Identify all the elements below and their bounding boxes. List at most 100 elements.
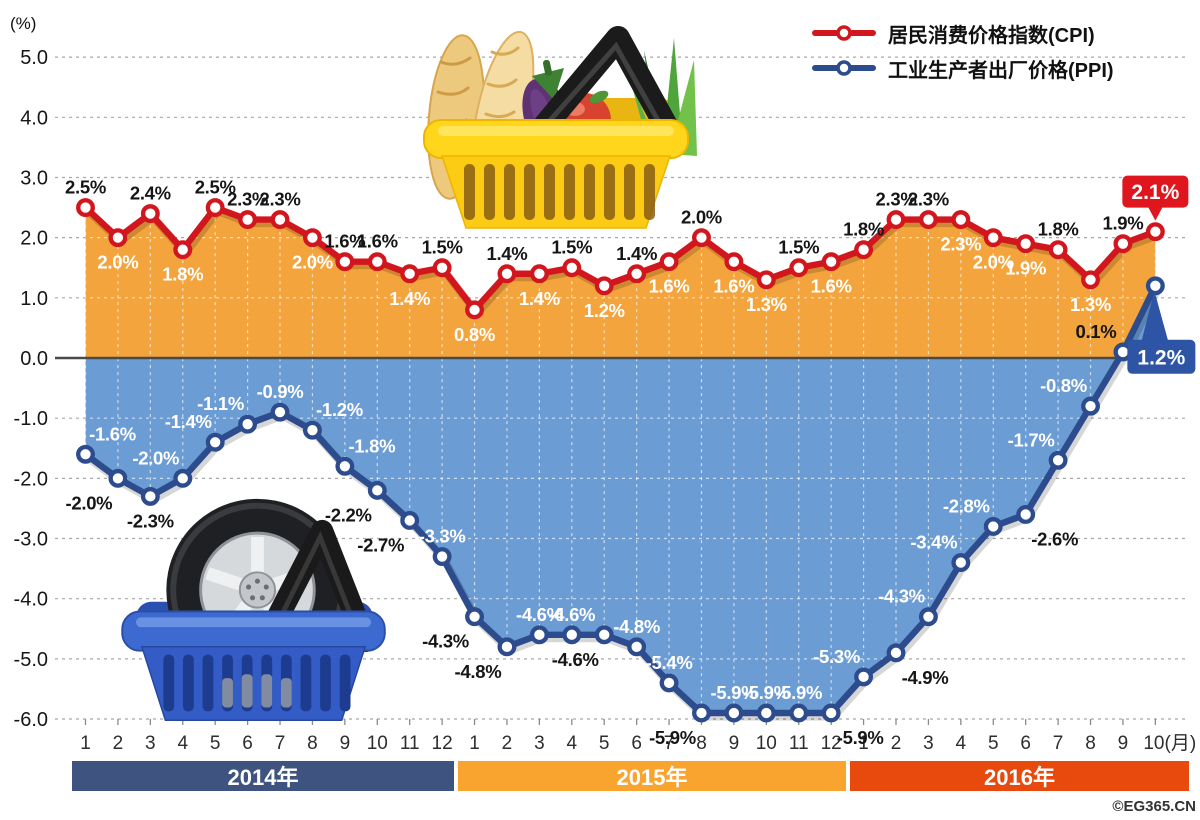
callout-tail <box>1141 290 1169 342</box>
cpi-data-labels: 2.5%2.0%2.4%1.8%2.5%2.3%2.3%2.0%1.6%1.6%… <box>65 177 1144 345</box>
cpi-callout: 2.1% <box>1122 175 1189 221</box>
ppi-value-label: -1.6% <box>89 423 136 444</box>
month-label: 8 <box>696 733 707 754</box>
cpi-value-label: 2.0% <box>97 252 138 273</box>
ppi-value-label: -3.4% <box>910 532 957 553</box>
month-label: 5 <box>599 733 610 754</box>
ppi-value-label: -4.8% <box>455 661 502 682</box>
ppi-value-label: -2.6% <box>1031 528 1078 549</box>
ppi-markers <box>76 276 1165 723</box>
ppi-marker <box>983 517 1003 536</box>
cpi-marker <box>886 210 906 230</box>
cpi-marker <box>951 210 971 230</box>
y-tick-label: 4.0 <box>20 107 48 129</box>
month-label: 9 <box>1118 733 1129 754</box>
cpi-marker <box>1145 222 1165 242</box>
month-label: 5 <box>210 733 221 754</box>
cpi-marker <box>854 240 874 260</box>
month-label: 12 <box>821 733 842 754</box>
cpi-marker <box>627 264 647 284</box>
ppi-marker <box>400 511 420 530</box>
ppi-marker <box>140 486 160 506</box>
cpi-marker <box>140 204 160 224</box>
cpi-marker <box>335 252 355 272</box>
cpi-marker <box>302 228 322 248</box>
cpi-value-label: 1.6% <box>357 231 398 252</box>
cpi-marker <box>756 270 776 290</box>
month-label: 12 <box>432 733 453 754</box>
year-band-2016: 2016年 <box>850 761 1189 791</box>
ppi-data-labels: -1.6% -2.0% -2.3% -2.0% -1.4%-1.1% -0.9% -1.2%… <box>66 321 1117 748</box>
ppi-marker <box>789 703 809 723</box>
ppi-marker <box>594 625 614 645</box>
callout-text: 2.1% <box>1131 181 1179 204</box>
ppi-value-label: -0.9% <box>257 381 304 402</box>
cpi-marker <box>659 252 679 272</box>
cpi-markers <box>76 198 1165 320</box>
month-label: 8 <box>1085 733 1096 754</box>
callout-tail <box>1147 205 1164 221</box>
slot-reflections <box>222 674 292 708</box>
month-label: 1 <box>80 733 91 754</box>
month-label: 9 <box>340 733 351 754</box>
cpi-value-label: 1.6% <box>649 276 690 297</box>
ppi-marker <box>692 703 711 723</box>
month-label: 2 <box>113 733 124 754</box>
cpi-value-label: 2.0% <box>292 252 333 273</box>
legend-item-ppi: 工业生产者出厂价格(PPI) <box>812 55 1114 82</box>
cpi-marker <box>918 210 938 230</box>
cpi-value-label: 1.4% <box>616 243 657 264</box>
ppi-marker <box>918 607 938 627</box>
cpi-marker <box>1048 240 1068 260</box>
ppi-value-label: -5.9% <box>775 682 822 703</box>
year-band-2015: 2015年 <box>458 761 846 791</box>
legend-dot-blue <box>836 60 852 76</box>
legend-dot-red <box>836 25 852 41</box>
legend-label-cpi: 居民消费价格指数(CPI) <box>888 24 1095 47</box>
callout-bubble <box>1122 175 1189 208</box>
cpi-value-label: 1.5% <box>422 237 463 258</box>
month-label: 4 <box>956 733 967 754</box>
ppi-marker <box>465 607 484 627</box>
ppi-marker <box>270 402 290 422</box>
ppi-area <box>85 285 1156 714</box>
cpi-line <box>82 204 1159 314</box>
cpi-marker <box>821 252 841 272</box>
month-label: 8 <box>307 733 318 754</box>
ppi-marker <box>335 456 355 476</box>
ppi-marker <box>76 444 95 464</box>
ppi-value-label: -0.8% <box>1040 375 1087 396</box>
cpi-marker <box>76 198 95 218</box>
month-label: 1 <box>469 733 480 754</box>
ppi-marker <box>854 667 874 687</box>
cpi-value-label: 2.3% <box>940 234 981 255</box>
cpi-marker <box>983 228 1003 248</box>
cpi-value-label: 1.4% <box>486 243 527 264</box>
x-axis-labels: 1 2 3 4 5 6 7 8 9 10 11 12 1 2 3 4 5 6 7 8 9 10 11 12 1 2 3 4 5 6 7 8 9 1… <box>80 733 1196 754</box>
ppi-marker <box>1048 450 1068 470</box>
cpi-marker <box>562 258 582 278</box>
ppi-marker <box>756 703 776 723</box>
cpi-value-label: 1.8% <box>162 264 203 285</box>
cpi-value-label: 1.9% <box>1102 213 1143 234</box>
cpi-value-label: 2.3% <box>227 189 268 210</box>
cpi-value-label: 2.5% <box>65 177 106 198</box>
cpi-marker <box>497 264 517 284</box>
ppi-value-label: -2.7% <box>357 534 404 555</box>
cpi-value-label: 1.2% <box>584 300 625 321</box>
ppi-value-label: 0.1% <box>1075 321 1116 342</box>
year-label-2015: 2015年 <box>616 765 688 790</box>
callout-bubble <box>1127 339 1196 374</box>
cpi-marker <box>789 258 809 278</box>
month-label: 4 <box>567 733 578 754</box>
cpi-value-label: 1.3% <box>746 294 787 315</box>
basket-front <box>423 119 689 229</box>
ppi-marker <box>1016 504 1036 524</box>
y-tick-label: -5.0 <box>14 649 48 671</box>
cpi-marker <box>529 264 549 284</box>
month-label: 10 <box>367 733 388 754</box>
cpi-value-label: 2.5% <box>195 177 236 198</box>
ppi-value-label: -1.8% <box>348 435 395 456</box>
